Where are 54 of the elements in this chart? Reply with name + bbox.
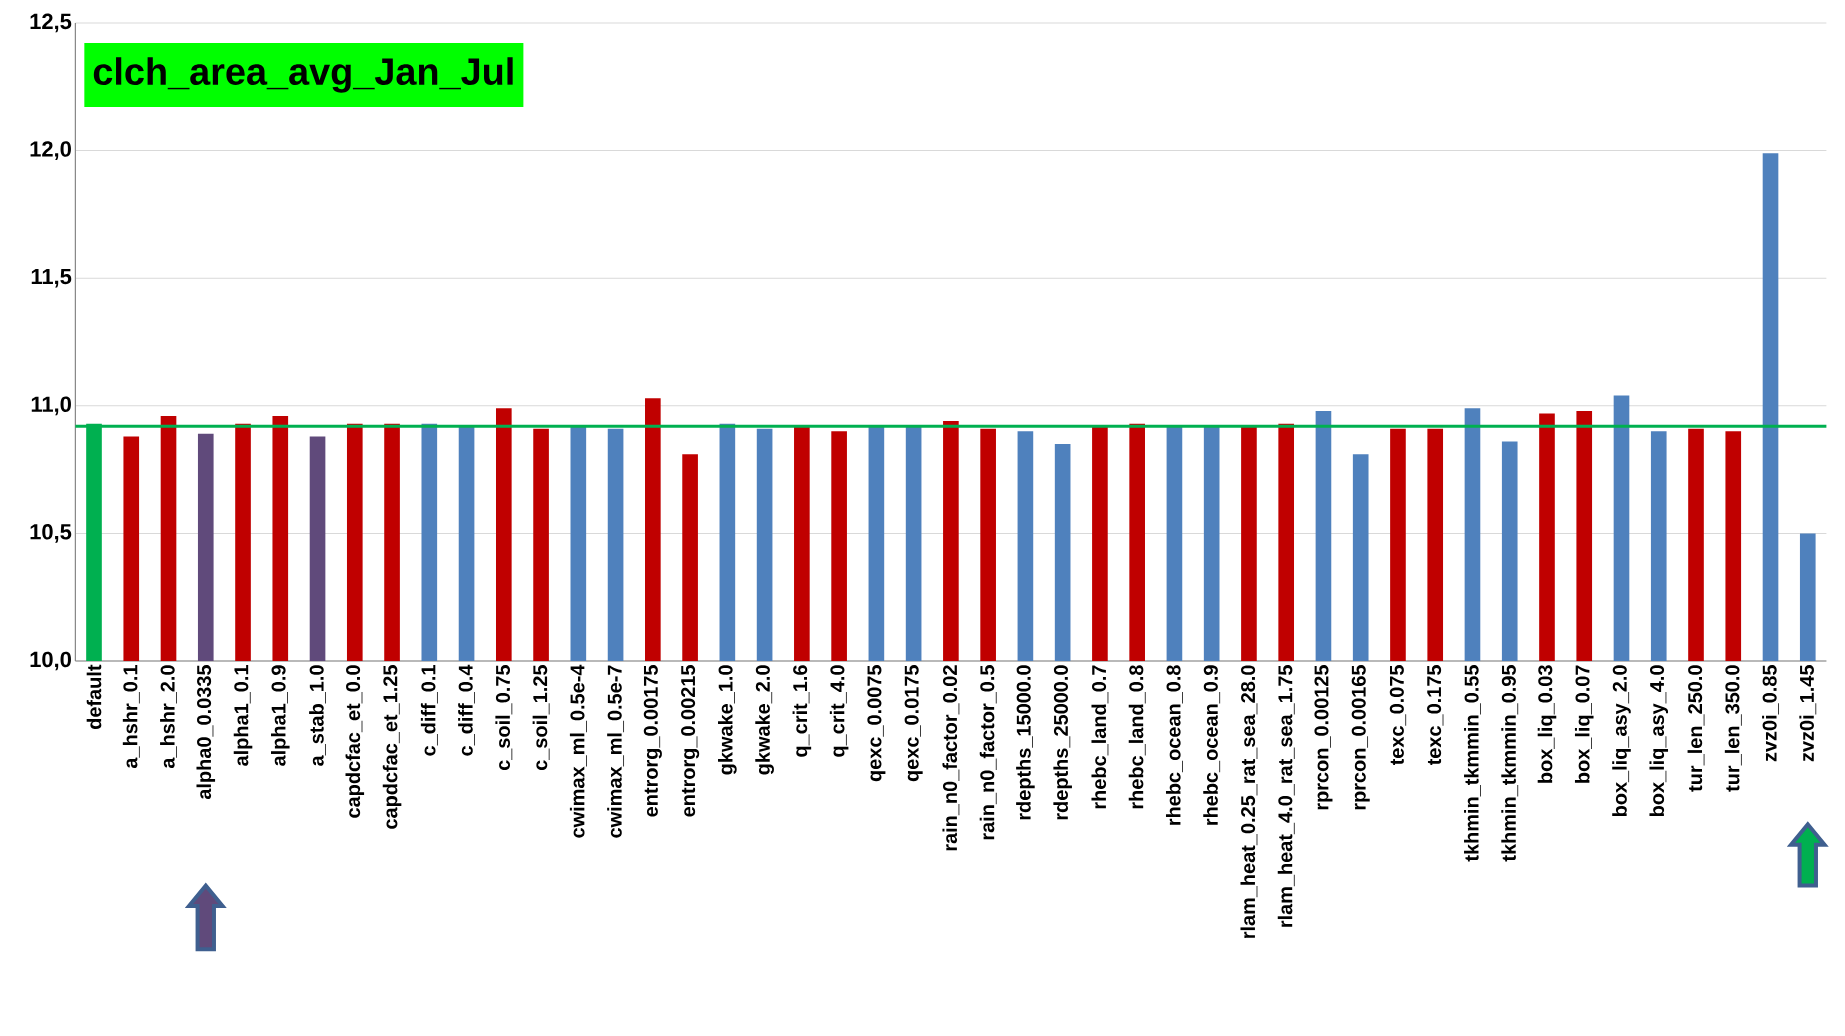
x-tick-label: rhebc_land_0.8 (1128, 665, 1146, 809)
x-tick-label: c_soil_0.75 (495, 665, 513, 771)
x-tick-label: capdcfac_et_1.25 (382, 665, 402, 829)
x-tick-label: gkwake_1.0 (718, 665, 737, 775)
x-tick-label: rprcon_0.00165 (1351, 665, 1370, 810)
x-tick-label: alpha1_0.1 (233, 665, 253, 766)
x-tick-label: entrorg_0.00175 (643, 665, 662, 817)
x-tick-label: tur_len_350.0 (1724, 665, 1742, 792)
x-tick-label: rain_n0_factor_0.02 (942, 665, 960, 851)
y-tick-label: 11,0 (31, 396, 71, 416)
x-tick-label: zvz0i_0.85 (1762, 665, 1779, 762)
x-tick-label: c_diff_0.1 (420, 665, 438, 756)
x-tick-label: zvz0i_1.45 (1799, 665, 1817, 762)
x-tick-label: rprcon_0.00125 (1314, 665, 1333, 810)
x-tick-label: default (86, 664, 102, 730)
y-tick-label: 11,5 (31, 268, 72, 288)
x-tick-label: c_soil_1.25 (532, 665, 550, 771)
x-tick-label: texc_0.175 (1427, 665, 1444, 766)
y-tick-label: 12,0 (30, 141, 71, 160)
x-tick-label: cwimax_ml_0.5e-4 (569, 664, 587, 838)
x-tick-label: texc_0.075 (1389, 665, 1407, 766)
x-tick-label: alpha0_0.0335 (196, 665, 216, 800)
y-tick-label: 10,5 (30, 524, 72, 543)
x-tick-label: q_crit_1.6 (792, 665, 812, 757)
y-tick-label: 10,0 (30, 651, 71, 671)
x-tick-label: box_liq_0.07 (1574, 665, 1594, 783)
x-tick-label: rhebc_ocean_0.9 (1203, 665, 1221, 825)
x-tick-label: rdepths_25000.0 (1053, 665, 1072, 820)
x-tick-label: a_hshr_2.0 (160, 665, 177, 769)
x-tick-label: q_crit_4.0 (829, 665, 849, 757)
x-tick-label: alpha1_0.9 (271, 665, 290, 766)
x-tick-label: rain_n0_factor_0.5 (979, 665, 997, 840)
x-tick-label: qexc_0.0175 (904, 665, 923, 782)
x-tick-label: rhebc_land_0.7 (1091, 665, 1109, 809)
x-tick-label: rlam_heat_4.0_rat_sea_1.75 (1277, 665, 1295, 927)
x-tick-label: tur_len_250.0 (1687, 665, 1705, 792)
x-tick-label: entrorg_0.00215 (681, 665, 700, 817)
x-tick-label: box_liq_asy_2.0 (1612, 665, 1631, 817)
x-tick-label: tkhmin_tkmmin_0.55 (1464, 665, 1481, 862)
x-tick-label: a_hshr_0.1 (122, 665, 140, 769)
x-tick-label: cwimax_ml_0.5e-7 (607, 665, 625, 838)
x-tick-label: box_liq_0.03 (1537, 665, 1557, 783)
x-tick-label: box_liq_asy_4.0 (1649, 665, 1669, 817)
x-tick-label: a_stab_1.0 (309, 665, 326, 766)
x-tick-label: rdepths_15000.0 (1016, 665, 1035, 820)
y-tick-label: 12,5 (30, 13, 72, 33)
x-tick-label: capdcfac_et_0.0 (345, 665, 365, 818)
text: clch_area_avg_Jan_Jul (93, 57, 513, 93)
x-tick-label: tkhmin_tkmmin_0.95 (1501, 665, 1519, 862)
x-tick-label: rlam_heat_0.25_rat_sea_28.0 (1240, 665, 1258, 938)
x-tick-label: rhebc_ocean_0.8 (1165, 665, 1183, 825)
x-tick-label: gkwake_2.0 (755, 665, 774, 775)
x-tick-label: c_diff_0.4 (458, 664, 475, 756)
x-tick-label: qexc_0.0075 (867, 665, 886, 782)
